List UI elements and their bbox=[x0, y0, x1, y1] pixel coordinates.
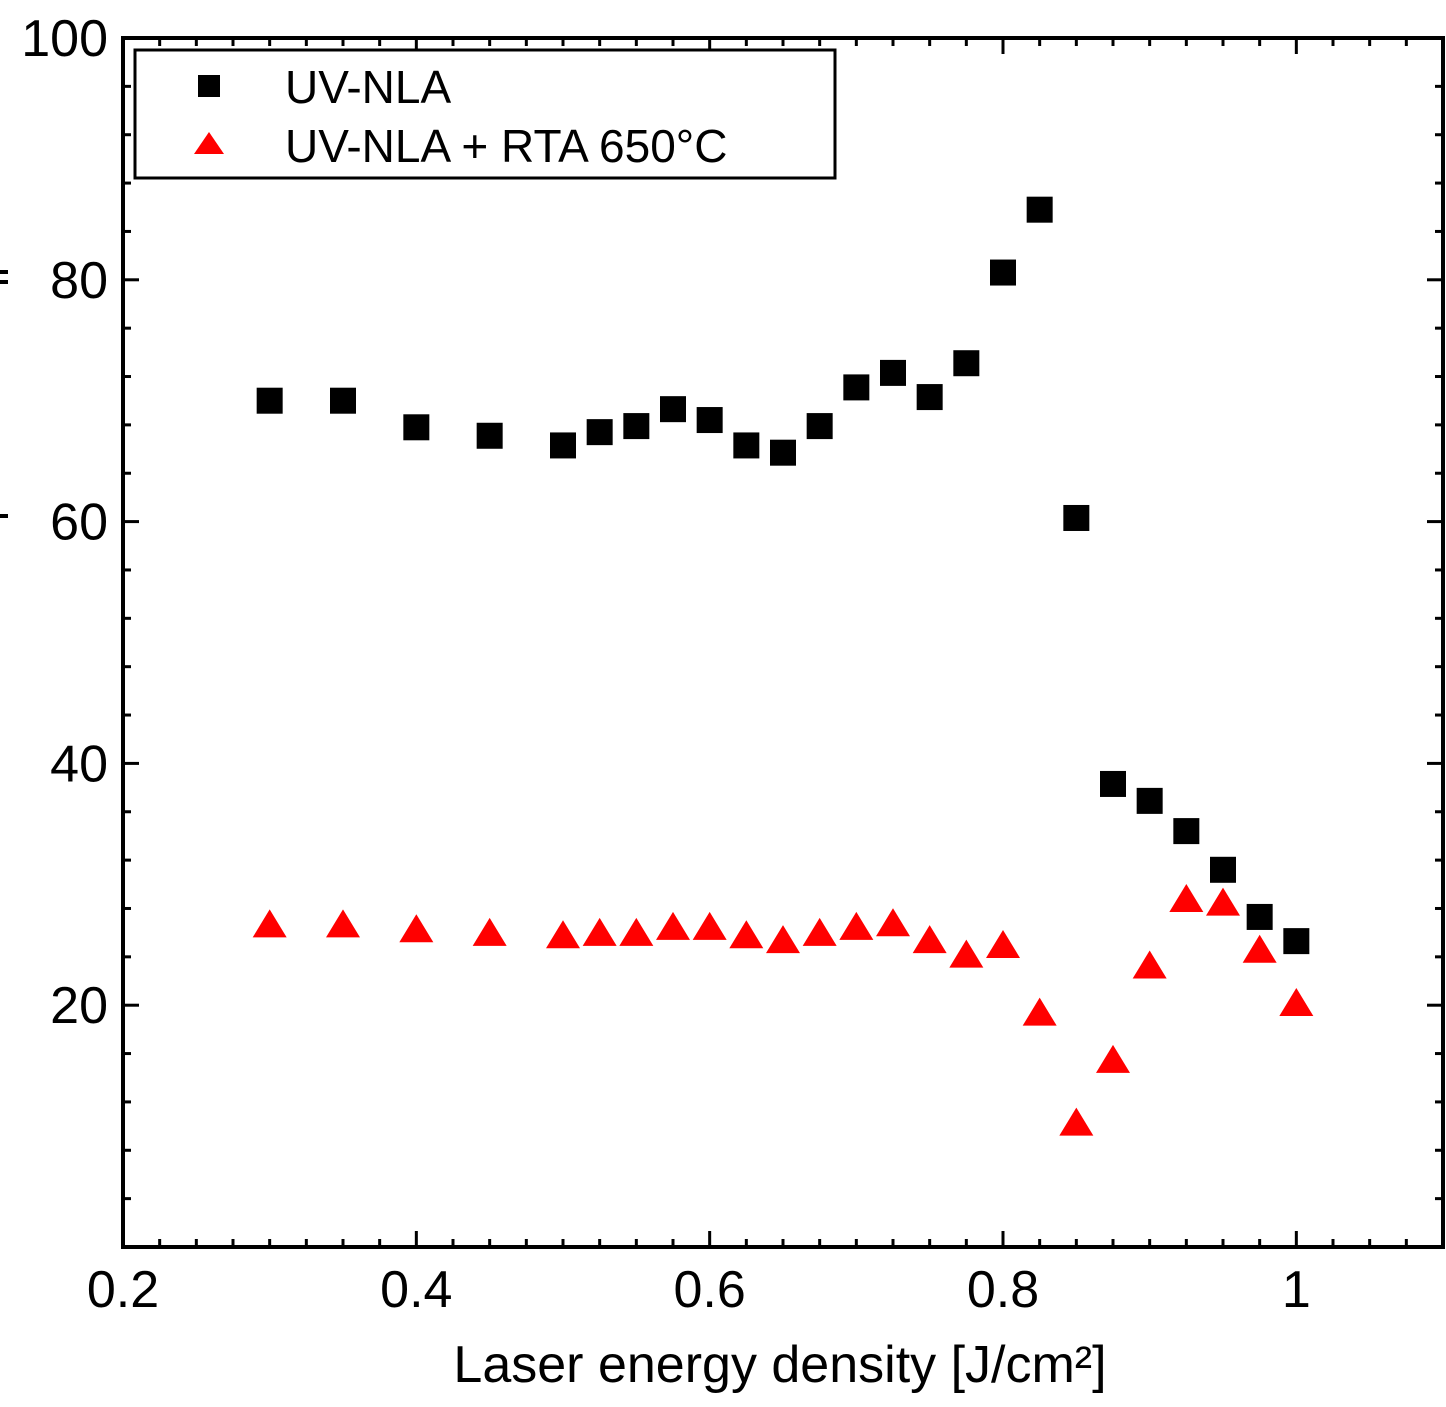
x-tick-label: 0.8 bbox=[967, 1261, 1039, 1319]
y-tick-label: 60 bbox=[50, 494, 108, 552]
data-point-square bbox=[1283, 928, 1310, 955]
legend: UV-NLA UV-NLA + RTA 650°C bbox=[133, 48, 837, 180]
data-point-triangle bbox=[692, 911, 727, 940]
data-point-triangle bbox=[766, 925, 800, 954]
data-point-square bbox=[916, 384, 943, 411]
data-point-triangle bbox=[949, 939, 984, 968]
data-point-square bbox=[550, 432, 576, 459]
data-point-square bbox=[330, 387, 356, 414]
plot-frame bbox=[121, 36, 1445, 1249]
y-axis-fragment bbox=[0, 270, 8, 274]
data-point-triangle bbox=[1242, 934, 1277, 963]
data-point-square bbox=[1026, 196, 1053, 223]
data-point-square bbox=[806, 413, 833, 440]
data-point-triangle bbox=[1279, 987, 1314, 1016]
data-point-square bbox=[1210, 856, 1236, 883]
data-marks bbox=[252, 196, 1314, 1136]
legend-label-uv-nla: UV-NLA bbox=[285, 61, 451, 113]
data-point-triangle bbox=[472, 917, 507, 946]
data-point-triangle bbox=[986, 929, 1020, 958]
x-tick-label: 0.4 bbox=[380, 1261, 452, 1319]
data-point-square bbox=[403, 414, 430, 441]
data-point-triangle bbox=[1169, 884, 1204, 913]
y-tick-label: 80 bbox=[50, 252, 108, 310]
data-point-square bbox=[660, 396, 686, 423]
data-point-triangle bbox=[656, 911, 690, 940]
y-axis-fragment bbox=[0, 280, 8, 284]
data-point-square bbox=[953, 350, 980, 377]
x-tick-label: 1 bbox=[1282, 1261, 1311, 1319]
data-point-square bbox=[1136, 787, 1163, 814]
data-point-square bbox=[623, 413, 650, 440]
data-point-triangle bbox=[1096, 1044, 1130, 1073]
y-tick-label: 100 bbox=[21, 10, 108, 68]
data-point-triangle bbox=[326, 909, 360, 938]
data-point-triangle bbox=[912, 925, 947, 954]
data-point-square bbox=[770, 439, 796, 466]
y-tick-label: 40 bbox=[50, 735, 108, 793]
data-point-square bbox=[586, 419, 613, 446]
x-tick-label: 0.6 bbox=[674, 1261, 746, 1319]
data-point-square bbox=[1100, 770, 1126, 797]
data-point-square bbox=[1173, 818, 1200, 845]
data-point-triangle bbox=[619, 917, 654, 946]
plot-area bbox=[123, 38, 1443, 1247]
legend-label-uv-nla-rta: UV-NLA + RTA 650°C bbox=[285, 120, 727, 172]
data-point-triangle bbox=[729, 920, 764, 949]
data-point-square bbox=[733, 432, 760, 459]
data-point-square bbox=[990, 259, 1016, 286]
data-point-triangle bbox=[582, 917, 617, 946]
data-point-square bbox=[1246, 903, 1273, 930]
tick-labels: 0.2 0.4 0.6 0.8 1 20 40 60 80 100 bbox=[21, 10, 1311, 1319]
data-point-triangle bbox=[1132, 950, 1167, 979]
data-point-square bbox=[1063, 504, 1090, 531]
data-point-triangle bbox=[399, 914, 434, 943]
legend-square-marker bbox=[198, 75, 220, 97]
data-point-square bbox=[696, 407, 723, 434]
data-point-triangle bbox=[802, 917, 837, 946]
data-point-square bbox=[843, 374, 870, 401]
y-axis-fragment bbox=[0, 514, 8, 518]
y-tick-label: 20 bbox=[50, 977, 108, 1035]
legend-triangle-marker bbox=[194, 132, 224, 154]
data-point-triangle bbox=[876, 908, 910, 937]
data-point-triangle bbox=[839, 911, 874, 940]
x-tick-label: 0.2 bbox=[87, 1261, 159, 1319]
data-point-square bbox=[476, 422, 503, 449]
data-point-triangle bbox=[546, 920, 580, 949]
data-point-triangle bbox=[1206, 887, 1240, 916]
legend-box bbox=[133, 48, 837, 180]
data-point-triangle bbox=[252, 909, 287, 938]
x-axis-title: Laser energy density [J/cm²] bbox=[453, 1336, 1106, 1394]
data-point-triangle bbox=[1022, 997, 1057, 1026]
data-point-triangle bbox=[1059, 1107, 1094, 1136]
data-point-square bbox=[256, 387, 283, 414]
data-point-square bbox=[880, 359, 906, 386]
